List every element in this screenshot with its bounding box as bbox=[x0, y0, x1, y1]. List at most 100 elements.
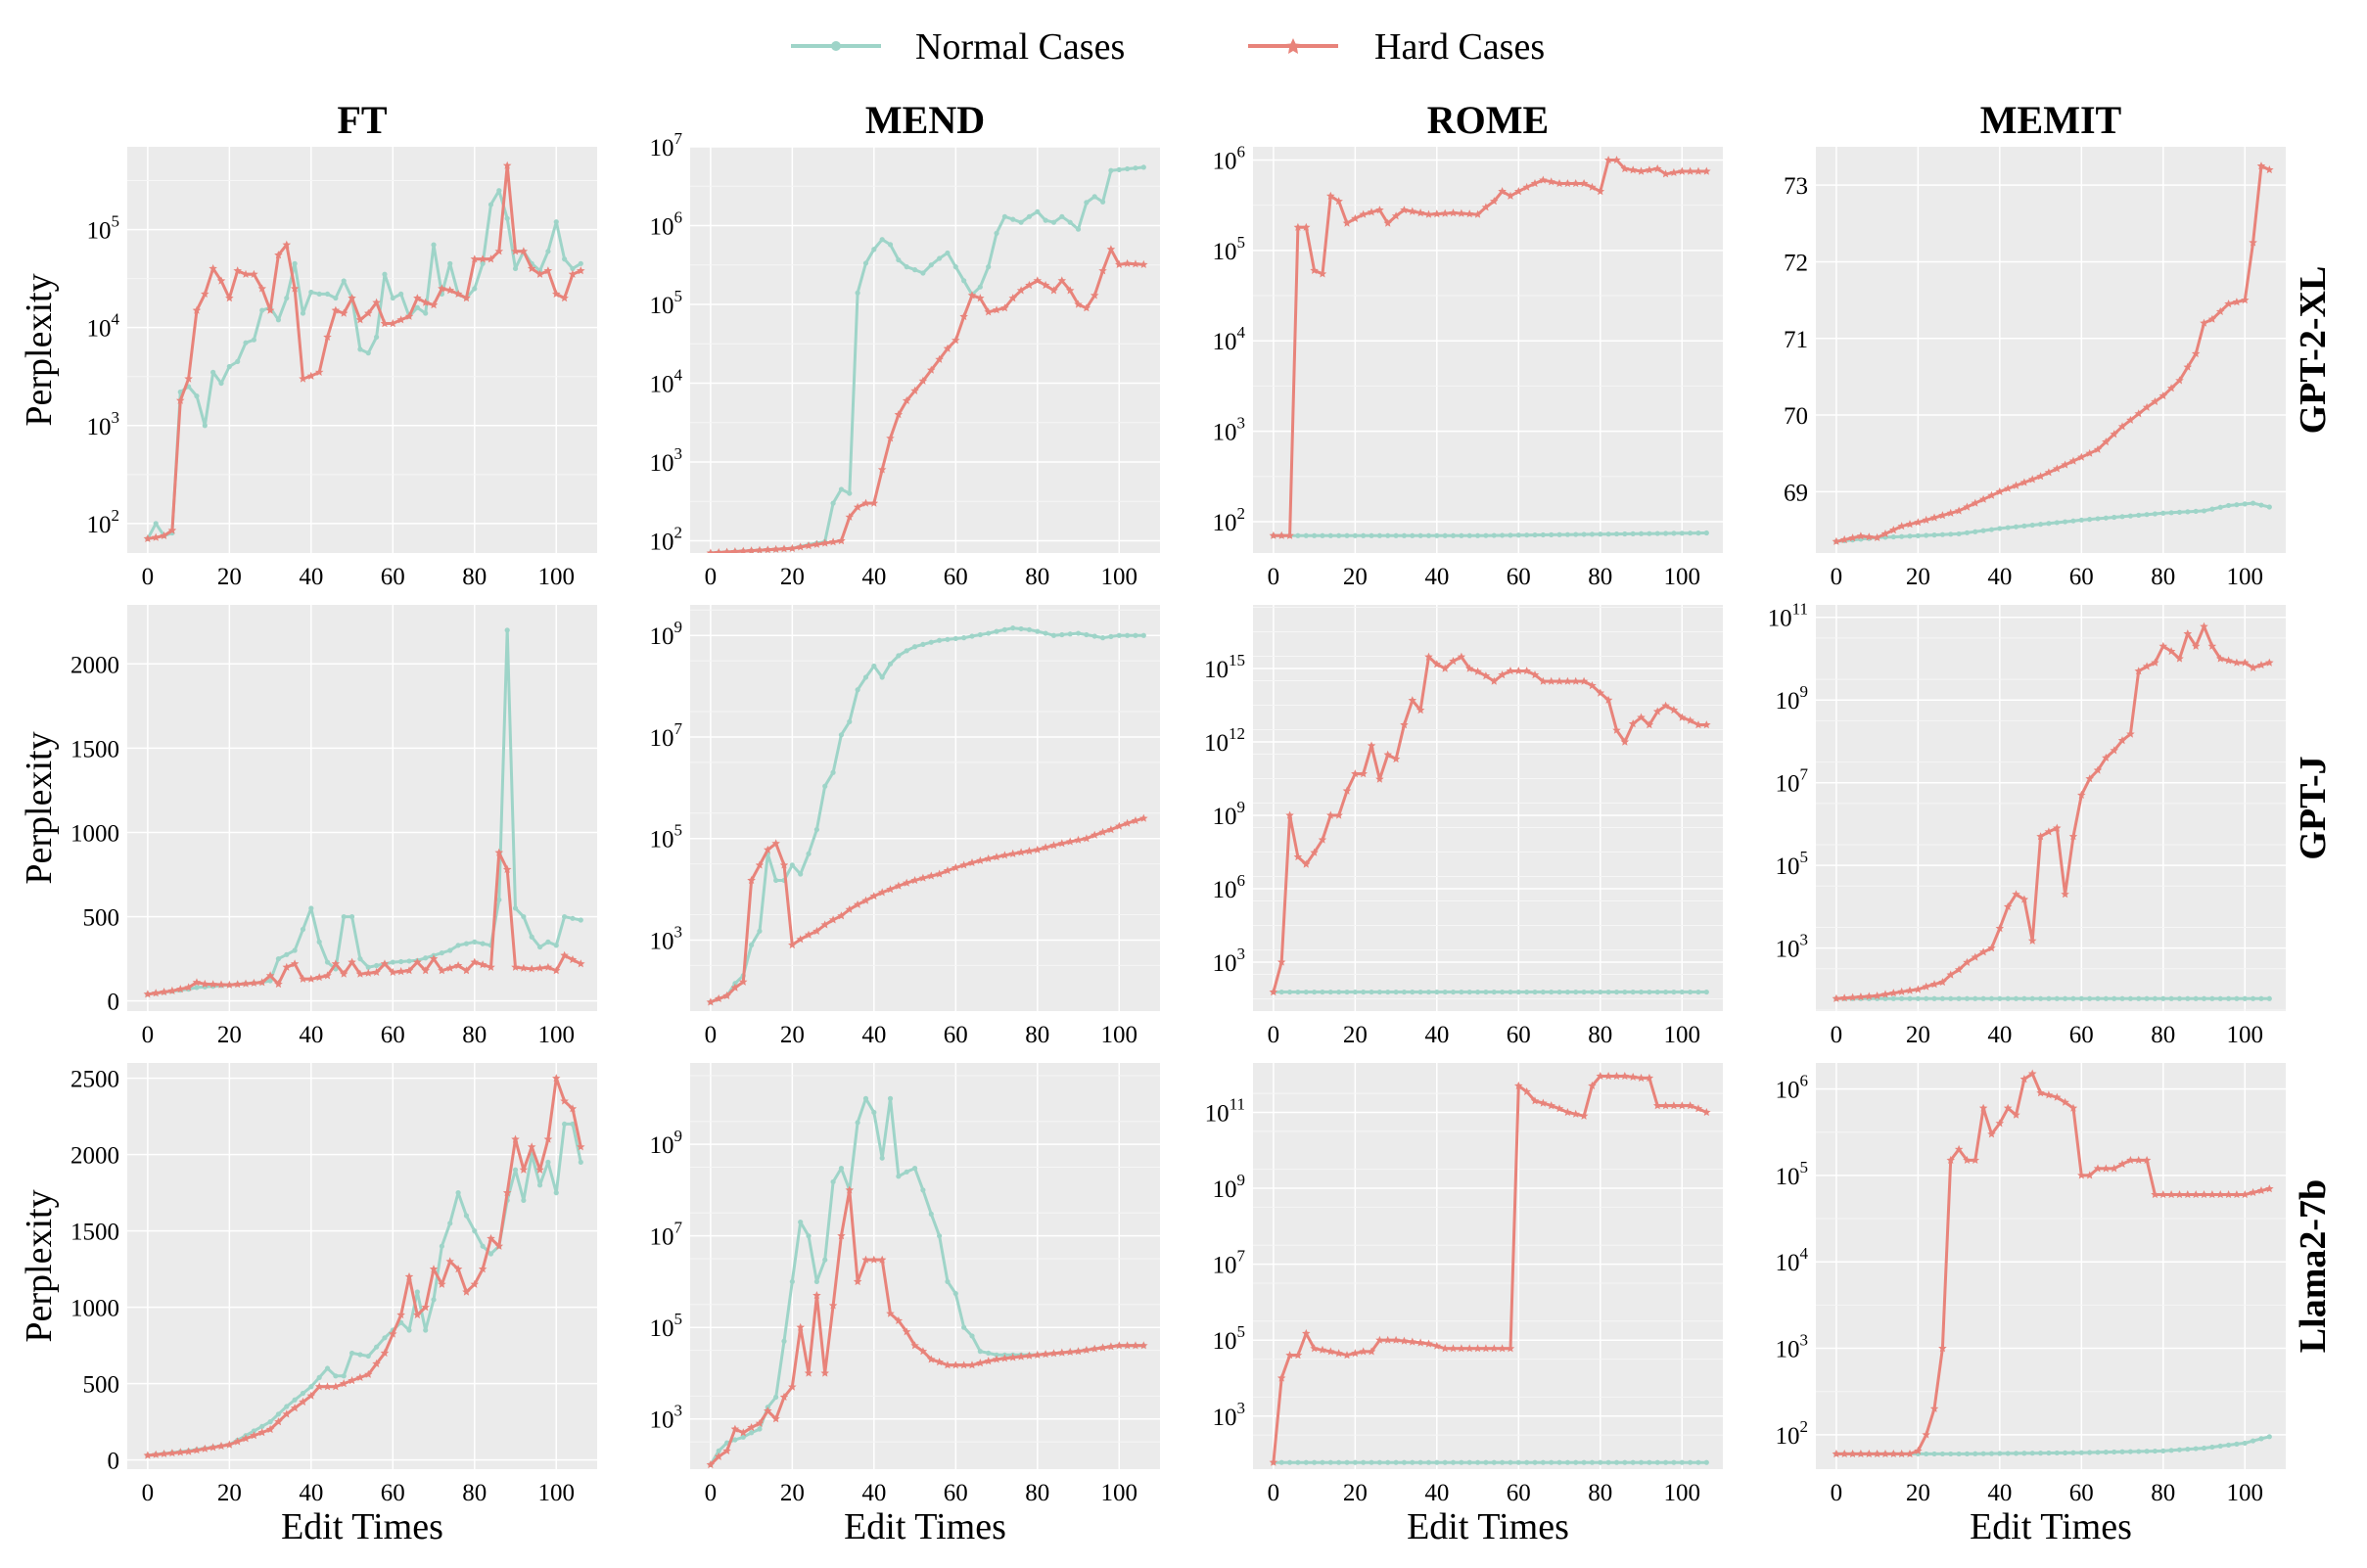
data-point bbox=[2209, 506, 2215, 512]
data-point bbox=[755, 1418, 765, 1427]
data-point bbox=[2070, 995, 2076, 1001]
y-tick-label: 107 bbox=[650, 1219, 683, 1251]
data-point bbox=[935, 1358, 944, 1366]
data-point bbox=[512, 905, 519, 911]
x-tick-label: 60 bbox=[1507, 1022, 1531, 1048]
data-point bbox=[226, 363, 232, 370]
data-point bbox=[1563, 1108, 1572, 1117]
data-point bbox=[2068, 1103, 2078, 1112]
data-point bbox=[910, 1341, 919, 1350]
data-point bbox=[1628, 165, 1638, 174]
data-point bbox=[1522, 182, 1531, 191]
legend-hard-label: Hard Cases bbox=[1374, 26, 1545, 68]
data-point bbox=[1123, 258, 1132, 267]
data-point bbox=[1035, 628, 1041, 634]
data-point bbox=[1978, 947, 1988, 956]
data-point bbox=[380, 319, 390, 328]
data-point bbox=[192, 1446, 202, 1454]
data-point bbox=[773, 1394, 779, 1400]
data-point bbox=[855, 687, 860, 693]
data-point bbox=[423, 1327, 429, 1333]
data-point bbox=[1688, 989, 1694, 995]
x-tick-label: 40 bbox=[1987, 1022, 2012, 1048]
data-point bbox=[2117, 1159, 2127, 1168]
data-point bbox=[470, 1279, 480, 1288]
data-point bbox=[1393, 532, 1399, 538]
data-point bbox=[1997, 526, 2003, 531]
data-point bbox=[2054, 1450, 2060, 1456]
data-point bbox=[176, 1448, 185, 1456]
data-point bbox=[1972, 1451, 1978, 1456]
data-point bbox=[2119, 514, 2125, 520]
data-point bbox=[2063, 1450, 2068, 1455]
data-point bbox=[1010, 625, 1016, 631]
data-point bbox=[275, 956, 282, 962]
data-point bbox=[1115, 1341, 1124, 1350]
data-point bbox=[747, 546, 756, 553]
y-tick-label: 102 bbox=[87, 506, 120, 538]
data-point bbox=[2112, 995, 2117, 1001]
data-point bbox=[845, 1185, 855, 1194]
plot-area bbox=[690, 1063, 1160, 1469]
data-point bbox=[855, 290, 860, 296]
data-point bbox=[1001, 626, 1007, 632]
data-point bbox=[1302, 859, 1311, 868]
data-point bbox=[771, 544, 780, 553]
data-point bbox=[462, 294, 471, 302]
data-point bbox=[2054, 995, 2060, 1001]
data-point bbox=[480, 260, 486, 266]
data-point bbox=[2207, 314, 2217, 323]
data-point bbox=[853, 899, 862, 908]
data-point bbox=[1473, 1344, 1482, 1353]
data-point bbox=[2152, 511, 2158, 517]
data-point bbox=[2151, 1190, 2159, 1199]
data-point bbox=[553, 943, 559, 948]
data-point bbox=[869, 892, 879, 900]
data-point bbox=[861, 498, 870, 507]
data-point bbox=[1075, 226, 1082, 232]
data-point bbox=[151, 989, 161, 997]
data-point bbox=[1416, 1338, 1425, 1347]
data-point bbox=[382, 1335, 388, 1341]
data-point bbox=[536, 944, 543, 950]
data-point bbox=[1997, 995, 2003, 1001]
data-point bbox=[2256, 1186, 2266, 1195]
column-title-ft: FT bbox=[337, 98, 387, 142]
data-point bbox=[1939, 1451, 1945, 1457]
data-point bbox=[250, 978, 258, 987]
data-point bbox=[1369, 532, 1374, 538]
data-point bbox=[511, 247, 520, 255]
data-point bbox=[1385, 1459, 1391, 1465]
data-point bbox=[920, 1187, 926, 1193]
data-point bbox=[2003, 1103, 2013, 1112]
data-point bbox=[714, 993, 723, 1002]
data-point bbox=[300, 310, 306, 316]
data-point bbox=[1008, 294, 1017, 302]
data-point bbox=[1514, 187, 1523, 196]
data-point bbox=[496, 897, 502, 902]
data-point bbox=[1099, 635, 1106, 641]
data-point bbox=[1269, 530, 1278, 539]
data-point bbox=[2207, 1190, 2217, 1199]
data-point bbox=[348, 294, 356, 302]
data-point bbox=[861, 896, 870, 904]
data-point bbox=[365, 350, 371, 356]
data-point bbox=[578, 260, 583, 266]
data-point bbox=[339, 1379, 348, 1388]
data-point bbox=[519, 1165, 529, 1174]
data-point bbox=[1980, 1451, 1986, 1456]
data-point bbox=[487, 254, 495, 263]
data-point bbox=[341, 913, 347, 920]
data-point bbox=[1449, 1344, 1458, 1353]
data-point bbox=[543, 962, 553, 971]
data-point bbox=[1065, 286, 1075, 295]
data-point bbox=[2068, 832, 2078, 841]
data-point bbox=[1459, 1459, 1464, 1465]
data-point bbox=[1286, 989, 1293, 995]
data-point bbox=[1978, 1103, 1988, 1112]
data-point bbox=[2095, 516, 2101, 522]
series-hard-cases bbox=[1269, 652, 1711, 996]
data-point bbox=[2112, 514, 2117, 521]
data-point bbox=[413, 957, 422, 966]
data-point bbox=[292, 1397, 298, 1403]
